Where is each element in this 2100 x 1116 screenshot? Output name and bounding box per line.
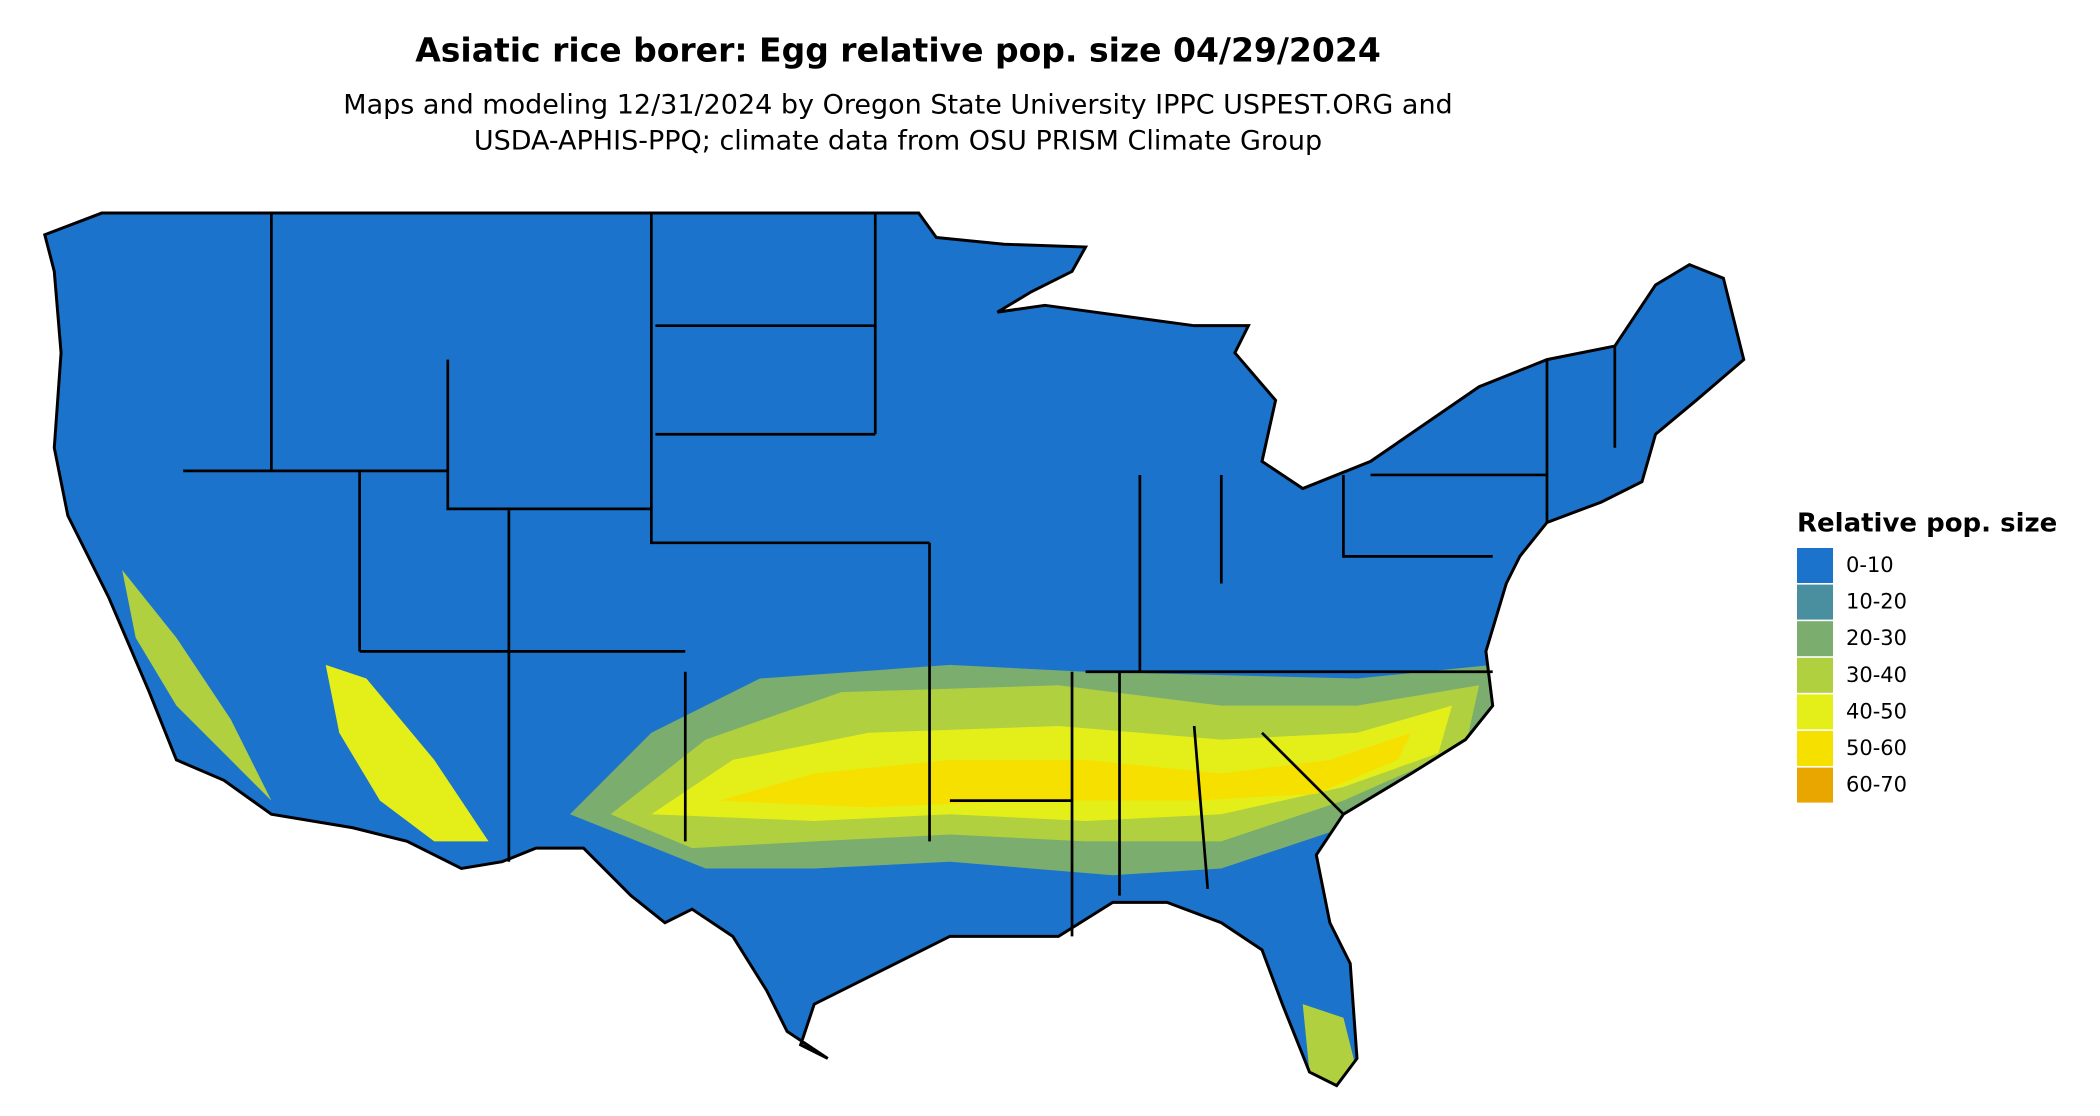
legend: 0-10 10-20 20-30 30-40 40-50 50-60 60-70 [1797,548,1907,803]
zone [44,213,1744,1086]
state-borders [183,213,1617,937]
map-subtitle: Maps and modeling 12/31/2024 by Oregon S… [343,90,1452,121]
map-title: Asiatic rice borer: Egg relative pop. si… [415,31,1381,70]
map-fill [44,213,1744,1086]
legend-label: 20-30 [1846,626,1907,650]
legend-swatch [1797,584,1833,620]
state-line [183,213,1617,937]
legend-label: 10-20 [1846,590,1907,614]
legend-label: 40-50 [1846,699,1907,723]
zone [719,732,1412,808]
legend-swatch [1797,767,1833,803]
zone [122,569,272,801]
legend-label: 50-60 [1846,736,1907,760]
legend-swatch [1797,621,1833,657]
legend-swatch [1797,657,1833,693]
legend-label: 60-70 [1846,773,1907,797]
legend-swatch [1797,548,1833,583]
legend-label: 30-40 [1846,663,1907,687]
zone [325,664,489,842]
zone [1302,1004,1357,1086]
legend-swatch [1797,731,1833,766]
map-subtitle: USDA-APHIS-PPQ; climate data from OSU PR… [474,126,1322,157]
legend-swatch [1797,694,1833,730]
us-map [43,211,1746,1088]
legend-title: Relative pop. size [1797,509,2057,539]
legend-label: 0-10 [1846,553,1894,577]
